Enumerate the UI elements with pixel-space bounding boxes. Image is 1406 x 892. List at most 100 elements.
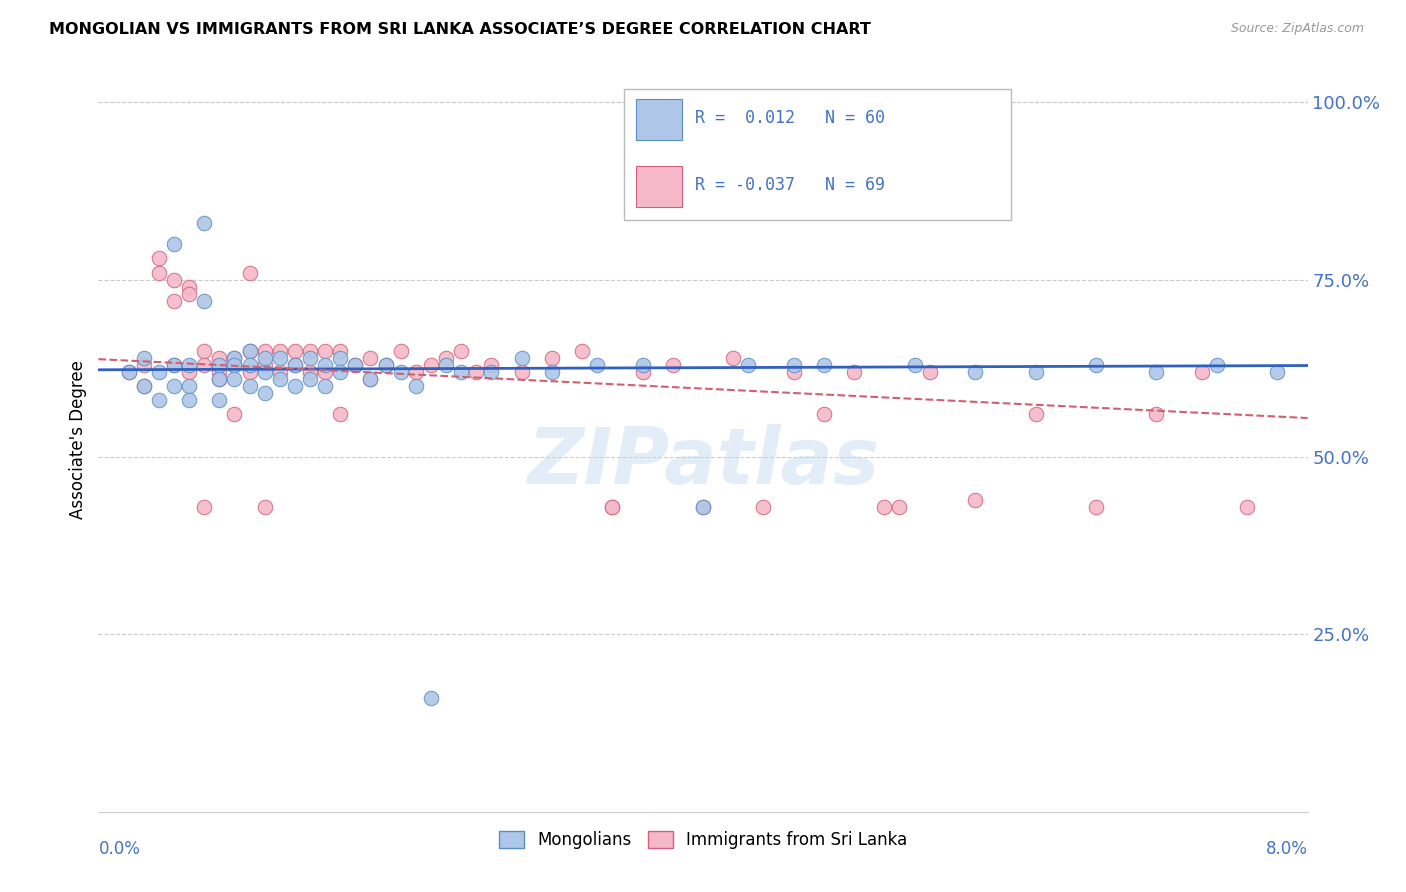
Point <box>540 351 562 365</box>
Text: R = -0.037   N = 69: R = -0.037 N = 69 <box>695 176 884 194</box>
Point <box>132 379 155 393</box>
Point <box>239 379 262 393</box>
Point <box>450 365 472 379</box>
Point <box>132 379 155 393</box>
Point <box>269 351 291 365</box>
Point <box>163 293 186 308</box>
Point <box>269 372 291 386</box>
Point <box>1085 358 1108 372</box>
Point <box>239 343 262 358</box>
Point <box>1085 500 1108 514</box>
Point <box>481 358 503 372</box>
Point <box>602 500 624 514</box>
Point <box>889 500 911 514</box>
Point <box>193 216 215 230</box>
Point <box>193 500 215 514</box>
Point <box>148 365 170 379</box>
Point <box>118 365 141 379</box>
Point <box>783 358 806 372</box>
Point <box>723 351 745 365</box>
Point <box>163 379 186 393</box>
FancyBboxPatch shape <box>624 89 1011 219</box>
Point <box>631 365 654 379</box>
Point <box>224 358 246 372</box>
Point <box>844 117 866 131</box>
Point <box>239 343 262 358</box>
Point <box>510 365 533 379</box>
Point <box>329 351 352 365</box>
Point <box>405 379 427 393</box>
Point <box>314 343 336 358</box>
Point <box>193 343 215 358</box>
Point <box>224 372 246 386</box>
Point <box>465 365 488 379</box>
Point <box>148 252 170 266</box>
Point <box>193 293 215 308</box>
Point <box>1025 408 1047 422</box>
Point <box>224 351 246 365</box>
Point <box>224 408 246 422</box>
Point <box>329 408 352 422</box>
Legend: Mongolians, Immigrants from Sri Lanka: Mongolians, Immigrants from Sri Lanka <box>492 824 914 855</box>
Point <box>481 365 503 379</box>
Point <box>813 358 835 372</box>
Point <box>284 358 307 372</box>
Point <box>965 492 987 507</box>
Point <box>179 379 201 393</box>
Point <box>132 351 155 365</box>
Point <box>510 351 533 365</box>
Point <box>208 372 231 386</box>
Point <box>163 237 186 252</box>
Point <box>179 393 201 408</box>
Point <box>873 500 896 514</box>
Text: R =  0.012   N = 60: R = 0.012 N = 60 <box>695 109 884 127</box>
Point <box>132 358 155 372</box>
Point <box>118 365 141 379</box>
Point <box>965 365 987 379</box>
Point <box>163 358 186 372</box>
Point <box>586 358 609 372</box>
Point <box>299 365 322 379</box>
Point <box>148 266 170 280</box>
Point <box>253 365 276 379</box>
Point <box>360 372 382 386</box>
Text: ZIPatlas: ZIPatlas <box>527 424 879 500</box>
Point <box>420 691 443 706</box>
Point <box>344 358 367 372</box>
Point <box>374 358 396 372</box>
Point <box>918 365 941 379</box>
Text: MONGOLIAN VS IMMIGRANTS FROM SRI LANKA ASSOCIATE’S DEGREE CORRELATION CHART: MONGOLIAN VS IMMIGRANTS FROM SRI LANKA A… <box>49 22 872 37</box>
Point <box>208 393 231 408</box>
Point <box>1025 365 1047 379</box>
Point <box>783 365 806 379</box>
Point <box>239 358 262 372</box>
Point <box>737 358 759 372</box>
Point <box>148 393 170 408</box>
Point <box>179 365 201 379</box>
Point <box>284 379 307 393</box>
Point <box>284 358 307 372</box>
Point <box>631 358 654 372</box>
Point <box>844 365 866 379</box>
Point <box>208 351 231 365</box>
Point <box>1267 365 1289 379</box>
Point <box>1146 408 1168 422</box>
Point <box>193 358 215 372</box>
Point <box>571 343 593 358</box>
Point <box>692 500 714 514</box>
Point <box>239 365 262 379</box>
Point <box>163 273 186 287</box>
Point <box>179 358 201 372</box>
Point <box>752 500 775 514</box>
Point <box>344 358 367 372</box>
Point <box>420 358 443 372</box>
Point <box>269 365 291 379</box>
Point <box>1206 358 1229 372</box>
Point <box>224 351 246 365</box>
Point <box>389 365 412 379</box>
Point <box>904 358 927 372</box>
Point <box>253 500 276 514</box>
Point <box>405 365 427 379</box>
Point <box>314 365 336 379</box>
Point <box>692 500 714 514</box>
